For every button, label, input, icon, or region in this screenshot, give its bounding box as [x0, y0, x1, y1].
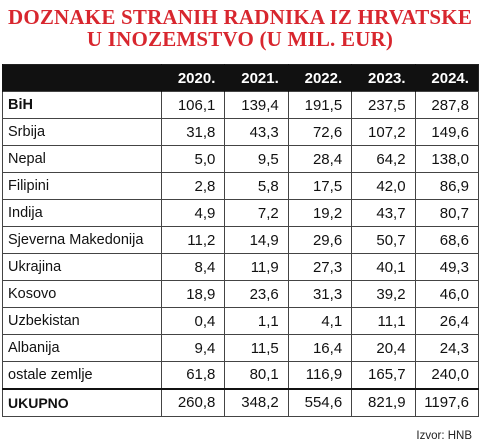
- value-cell: 9,5: [224, 145, 289, 173]
- value-cell: 68,6: [414, 226, 479, 254]
- value-cell: 14,9: [224, 226, 289, 254]
- column-header: 2020.: [160, 64, 225, 92]
- value-cell: 42,0: [351, 172, 416, 200]
- total-value-cell: 1197,6: [414, 387, 479, 417]
- header-corner-cell: [2, 64, 162, 92]
- value-cell: 29,6: [287, 226, 353, 254]
- total-label: UKUPNO: [2, 387, 162, 417]
- country-label: Srbija: [2, 118, 162, 146]
- country-label: Sjeverna Makedonija: [2, 226, 162, 254]
- value-cell: 240,0: [414, 361, 479, 389]
- total-value-cell: 821,9: [351, 387, 416, 417]
- country-label: Filipini: [2, 172, 162, 200]
- value-cell: 80,7: [414, 199, 479, 227]
- chart-title-line-1: DOZNAKE STRANIH RADNIKA IZ HRVATSKE: [7, 5, 473, 29]
- value-cell: 43,7: [351, 199, 416, 227]
- country-label: Albanija: [2, 334, 162, 362]
- total-row: UKUPNO 260,8 348,2 554,6 821,9 1197,6: [2, 387, 479, 417]
- value-cell: 19,2: [287, 199, 353, 227]
- value-cell: 11,2: [160, 226, 226, 254]
- table-row: Sjeverna Makedonija 11,2 14,9 29,6 50,7 68,6: [2, 226, 479, 254]
- column-header: 2021.: [224, 64, 289, 92]
- chart-title-line-2: U INOZEMSTVO (U MIL. EUR): [86, 27, 394, 51]
- table-row: Kosovo 18,9 23,6 31,3 39,2 46,0: [2, 280, 479, 308]
- value-cell: 139,4: [224, 91, 289, 119]
- country-label: BiH: [2, 91, 162, 119]
- column-header: 2024.: [414, 64, 479, 92]
- value-cell: 237,5: [351, 91, 416, 119]
- value-cell: 138,0: [414, 145, 479, 173]
- value-cell: 31,8: [160, 118, 226, 146]
- value-cell: 8,4: [160, 253, 226, 281]
- table-row: BiH 106,1 139,4 191,5 237,5 287,8: [2, 91, 479, 119]
- value-cell: 31,3: [287, 280, 353, 308]
- table-row: Uzbekistan 0,4 1,1 4,1 11,1 26,4: [2, 307, 479, 335]
- column-header: 2022.: [287, 64, 352, 92]
- value-cell: 40,1: [351, 253, 416, 281]
- value-cell: 61,8: [160, 361, 226, 389]
- table-row: Srbija 31,8 43,3 72,6 107,2 149,6: [2, 118, 479, 146]
- value-cell: 80,1: [224, 361, 289, 389]
- value-cell: 11,5: [224, 334, 289, 362]
- table-row: ostale zemlje 61,8 80,1 116,9 165,7 240,0: [2, 361, 479, 389]
- source-note: Izvor: HNB: [416, 430, 472, 442]
- table-row: Nepal 5,0 9,5 28,4 64,2 138,0: [2, 145, 479, 173]
- value-cell: 0,4: [160, 307, 226, 335]
- table-body: BiH 106,1 139,4 191,5 237,5 287,8 Srbija 31,8 43…: [2, 91, 479, 417]
- table-row: Indija 4,9 7,2 19,2 43,7 80,7: [2, 199, 479, 227]
- value-cell: 11,9: [224, 253, 289, 281]
- country-label: ostale zemlje: [2, 361, 162, 389]
- value-cell: 46,0: [414, 280, 479, 308]
- country-label: Indija: [2, 199, 162, 227]
- value-cell: 26,4: [414, 307, 479, 335]
- total-value-cell: 260,8: [160, 387, 226, 417]
- value-cell: 11,1: [351, 307, 416, 335]
- value-cell: 107,2: [351, 118, 416, 146]
- header-row: 2020. 2021. 2022. 2023. 2024.: [2, 64, 479, 92]
- value-cell: 49,3: [414, 253, 479, 281]
- value-cell: 18,9: [160, 280, 226, 308]
- value-cell: 23,6: [224, 280, 289, 308]
- value-cell: 149,6: [414, 118, 479, 146]
- country-label: Ukrajina: [2, 253, 162, 281]
- chart-title: DOZNAKE STRANIH RADNIKA IZ HRVATSKE U IN…: [0, 6, 480, 50]
- value-cell: 9,4: [160, 334, 226, 362]
- value-cell: 43,3: [224, 118, 289, 146]
- value-cell: 39,2: [351, 280, 416, 308]
- value-cell: 20,4: [351, 334, 416, 362]
- value-cell: 191,5: [287, 91, 353, 119]
- value-cell: 72,6: [287, 118, 353, 146]
- value-cell: 165,7: [351, 361, 416, 389]
- value-cell: 24,3: [414, 334, 479, 362]
- column-header: 2023.: [351, 64, 416, 92]
- value-cell: 1,1: [224, 307, 289, 335]
- country-label: Nepal: [2, 145, 162, 173]
- total-value-cell: 348,2: [224, 387, 289, 417]
- country-label: Kosovo: [2, 280, 162, 308]
- total-value-cell: 554,6: [287, 387, 353, 417]
- value-cell: 287,8: [414, 91, 479, 119]
- value-cell: 4,9: [160, 199, 226, 227]
- value-cell: 17,5: [287, 172, 353, 200]
- data-table: 2020. 2021. 2022. 2023. 2024. BiH 106,1 13…: [2, 64, 479, 417]
- value-cell: 116,9: [287, 361, 353, 389]
- value-cell: 27,3: [287, 253, 353, 281]
- value-cell: 28,4: [287, 145, 353, 173]
- value-cell: 5,8: [224, 172, 289, 200]
- value-cell: 50,7: [351, 226, 416, 254]
- value-cell: 2,8: [160, 172, 226, 200]
- table-row: Ukrajina 8,4 11,9 27,3 40,1 49,3: [2, 253, 479, 281]
- table-row: Filipini 2,8 5,8 17,5 42,0 86,9: [2, 172, 479, 200]
- value-cell: 64,2: [351, 145, 416, 173]
- value-cell: 7,2: [224, 199, 289, 227]
- table-row: Albanija 9,4 11,5 16,4 20,4 24,3: [2, 334, 479, 362]
- value-cell: 5,0: [160, 145, 226, 173]
- value-cell: 4,1: [287, 307, 353, 335]
- value-cell: 106,1: [160, 91, 226, 119]
- value-cell: 16,4: [287, 334, 353, 362]
- country-label: Uzbekistan: [2, 307, 162, 335]
- value-cell: 86,9: [414, 172, 479, 200]
